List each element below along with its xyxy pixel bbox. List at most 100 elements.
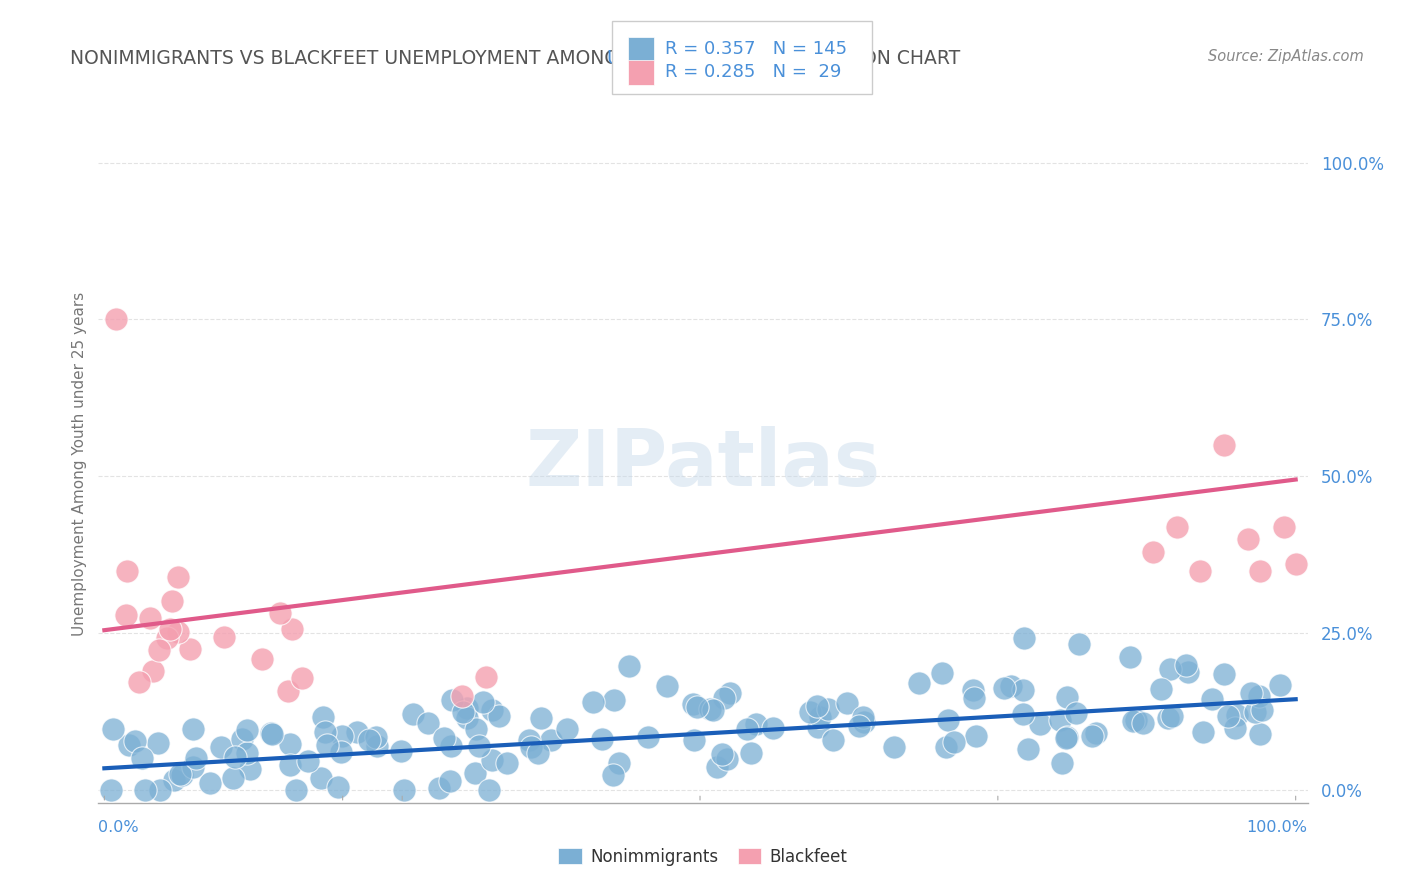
Point <box>1201 692 1223 706</box>
Point <box>224 750 246 764</box>
Point <box>315 739 337 753</box>
Point <box>1285 558 1308 572</box>
Point <box>366 739 388 753</box>
Point <box>1017 742 1039 756</box>
Point <box>159 622 181 636</box>
Point <box>231 732 253 747</box>
Point <box>1064 706 1087 720</box>
Point <box>1226 707 1249 722</box>
Point <box>488 709 510 723</box>
Point <box>167 625 190 640</box>
Point <box>433 731 456 745</box>
Point <box>1049 713 1071 727</box>
Point <box>330 745 353 759</box>
Point <box>280 622 302 636</box>
Text: 0.0%: 0.0% <box>98 821 139 835</box>
Point <box>806 720 828 734</box>
Point <box>806 699 828 714</box>
Point <box>1012 706 1035 721</box>
Point <box>851 710 873 724</box>
Point <box>1085 725 1108 739</box>
Point <box>1132 716 1154 731</box>
Point <box>526 746 548 760</box>
Point <box>441 693 464 707</box>
Point <box>148 736 170 750</box>
Point <box>346 724 368 739</box>
Point <box>602 692 624 706</box>
Point <box>184 751 207 765</box>
Point <box>1056 690 1078 704</box>
Point <box>848 719 870 733</box>
Point <box>817 702 839 716</box>
Point <box>278 757 301 772</box>
Point <box>141 664 163 678</box>
Point <box>1249 564 1271 578</box>
Point <box>617 659 640 673</box>
Point <box>330 729 353 743</box>
Point <box>1240 686 1263 700</box>
Point <box>427 780 450 795</box>
Point <box>993 681 1015 696</box>
Point <box>277 684 299 698</box>
Point <box>236 723 259 738</box>
Point <box>716 752 738 766</box>
Point <box>1249 690 1271 704</box>
Text: NONIMMIGRANTS VS BLACKFEET UNEMPLOYMENT AMONG YOUTH: NONIMMIGRANTS VS BLACKFEET UNEMPLOYMENT … <box>70 49 696 68</box>
Point <box>1272 519 1295 533</box>
Point <box>481 703 503 717</box>
Point <box>167 570 190 584</box>
Point <box>799 705 821 719</box>
Point <box>520 739 543 754</box>
Point <box>1029 717 1052 731</box>
Text: 100.0%: 100.0% <box>1247 821 1308 835</box>
Legend: Nonimmigrants, Blackfeet: Nonimmigrants, Blackfeet <box>551 841 855 872</box>
Point <box>718 686 741 700</box>
Point <box>139 611 162 625</box>
Point <box>1174 658 1197 673</box>
Point <box>655 679 678 693</box>
Point <box>198 776 221 790</box>
Point <box>416 716 439 731</box>
Text: R = 0.285   N =  29: R = 0.285 N = 29 <box>665 63 841 81</box>
Point <box>309 772 332 786</box>
Point <box>1067 637 1090 651</box>
Point <box>530 711 553 725</box>
Point <box>474 670 496 684</box>
Point <box>943 735 966 749</box>
Text: Source: ZipAtlas.com: Source: ZipAtlas.com <box>1208 49 1364 64</box>
Point <box>389 744 412 758</box>
Point <box>1125 714 1147 728</box>
Point <box>1213 438 1236 452</box>
Text: ZIPatlas: ZIPatlas <box>526 425 880 502</box>
Point <box>931 665 953 680</box>
Point <box>1150 682 1173 697</box>
Point <box>965 730 987 744</box>
Point <box>250 651 273 665</box>
Point <box>1000 679 1022 693</box>
Point <box>908 675 931 690</box>
Point <box>682 697 704 711</box>
Point <box>124 734 146 748</box>
Point <box>1243 705 1265 719</box>
Point <box>686 700 709 714</box>
Point <box>456 711 478 725</box>
Point <box>540 732 562 747</box>
Point <box>450 689 472 703</box>
Point <box>607 756 630 771</box>
Point <box>1212 666 1234 681</box>
Point <box>456 700 478 714</box>
Point <box>762 721 785 735</box>
Point <box>236 747 259 761</box>
Point <box>1119 649 1142 664</box>
Point <box>1122 714 1144 729</box>
Point <box>169 766 191 780</box>
Point <box>297 754 319 768</box>
Point <box>1160 709 1182 723</box>
Point <box>1050 756 1073 771</box>
Point <box>699 701 721 715</box>
Point <box>810 710 832 724</box>
Text: CORRELATION CHART: CORRELATION CHART <box>751 49 960 68</box>
Point <box>637 730 659 744</box>
Point <box>1251 703 1274 717</box>
Point <box>519 732 541 747</box>
